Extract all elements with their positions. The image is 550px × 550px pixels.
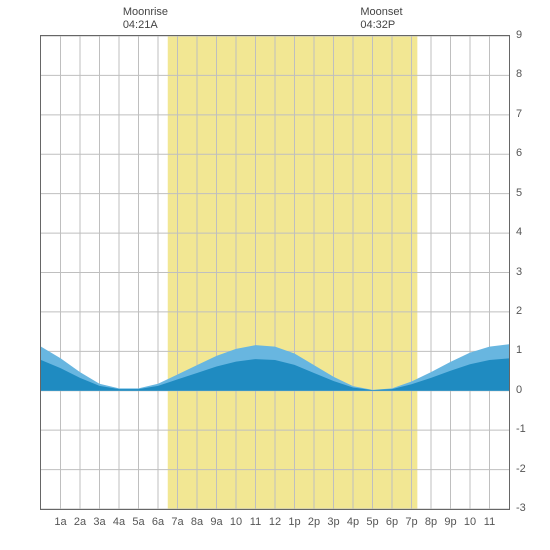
x-tick-label: 4p	[344, 516, 362, 528]
x-tick-label: 9a	[208, 516, 226, 528]
x-tick-label: 1a	[52, 516, 70, 528]
y-tick-label: 4	[516, 226, 522, 238]
x-tick-label: 8p	[422, 516, 440, 528]
x-tick-label: 5a	[130, 516, 148, 528]
x-tick-label: 6a	[149, 516, 167, 528]
moonset-time: 04:32P	[360, 19, 402, 32]
x-tick-label: 3p	[325, 516, 343, 528]
x-tick-label: 12	[266, 516, 284, 528]
grid	[41, 36, 509, 509]
moonrise-time: 04:21A	[123, 19, 168, 32]
y-tick-label: -1	[516, 423, 526, 435]
x-tick-label: 5p	[364, 516, 382, 528]
x-tick-label: 10	[227, 516, 245, 528]
tide-chart: Moonrise 04:21A Moonset 04:32P 1a2a3a4a5…	[0, 0, 550, 550]
moonset-title: Moonset	[360, 6, 402, 19]
y-tick-label: 8	[516, 68, 522, 80]
x-tick-label: 1p	[286, 516, 304, 528]
x-tick-label: 11	[481, 516, 499, 528]
y-tick-label: 6	[516, 147, 522, 159]
x-tick-label: 7p	[403, 516, 421, 528]
x-tick-label: 7a	[169, 516, 187, 528]
x-tick-label: 10	[461, 516, 479, 528]
x-tick-label: 6p	[383, 516, 401, 528]
plot-area	[40, 35, 510, 510]
x-tick-label: 4a	[110, 516, 128, 528]
x-tick-label: 11	[247, 516, 265, 528]
y-tick-label: 2	[516, 305, 522, 317]
y-tick-label: 1	[516, 344, 522, 356]
moonrise-label: Moonrise 04:21A	[123, 6, 168, 32]
y-tick-label: -2	[516, 463, 526, 475]
x-tick-label: 2a	[71, 516, 89, 528]
y-tick-label: 9	[516, 29, 522, 41]
moonset-label: Moonset 04:32P	[360, 6, 402, 32]
x-tick-label: 2p	[305, 516, 323, 528]
x-tick-label: 3a	[91, 516, 109, 528]
chart-svg	[41, 36, 509, 509]
y-tick-label: 5	[516, 187, 522, 199]
y-tick-label: 7	[516, 108, 522, 120]
moonrise-title: Moonrise	[123, 6, 168, 19]
y-tick-label: 3	[516, 266, 522, 278]
x-tick-label: 9p	[442, 516, 460, 528]
y-tick-label: -3	[516, 502, 526, 514]
y-tick-label: 0	[516, 384, 522, 396]
x-tick-label: 8a	[188, 516, 206, 528]
